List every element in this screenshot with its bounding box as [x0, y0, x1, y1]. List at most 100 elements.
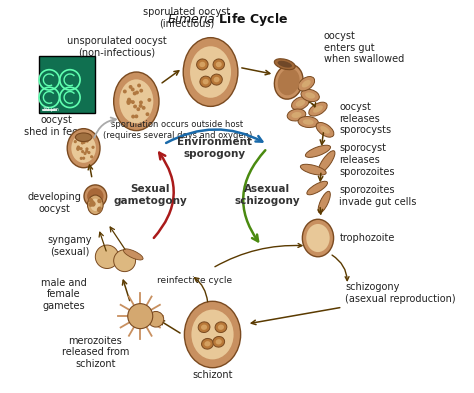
Circle shape	[98, 208, 100, 211]
Text: reinfective cycle: reinfective cycle	[157, 277, 232, 285]
Circle shape	[81, 158, 82, 159]
Ellipse shape	[218, 325, 224, 330]
Ellipse shape	[203, 79, 209, 84]
Circle shape	[74, 141, 76, 143]
Circle shape	[86, 148, 88, 150]
Circle shape	[89, 203, 92, 206]
Text: oocyst
enters gut
when swallowed: oocyst enters gut when swallowed	[324, 31, 404, 64]
Circle shape	[127, 100, 129, 103]
Circle shape	[91, 201, 94, 204]
Ellipse shape	[305, 145, 330, 157]
Text: sporulation occurs outside host
(requires several days and oxygen): sporulation occurs outside host (require…	[103, 120, 252, 140]
Text: Sexual
gametogony: Sexual gametogony	[113, 184, 187, 206]
Circle shape	[140, 89, 143, 92]
Ellipse shape	[67, 129, 100, 168]
Circle shape	[82, 142, 83, 144]
Ellipse shape	[309, 102, 327, 116]
Ellipse shape	[211, 74, 222, 85]
Ellipse shape	[302, 219, 334, 257]
Ellipse shape	[183, 38, 238, 107]
Ellipse shape	[213, 59, 225, 70]
Circle shape	[139, 105, 142, 107]
Ellipse shape	[190, 46, 231, 98]
Circle shape	[148, 312, 164, 327]
Circle shape	[91, 156, 92, 158]
Text: 30 μm: 30 μm	[43, 107, 59, 112]
Ellipse shape	[216, 339, 222, 345]
Ellipse shape	[215, 322, 227, 332]
Ellipse shape	[318, 151, 335, 173]
Circle shape	[77, 147, 79, 149]
Text: developing
oocyst: developing oocyst	[27, 192, 81, 214]
Ellipse shape	[307, 181, 328, 195]
Circle shape	[84, 152, 86, 154]
Ellipse shape	[278, 68, 300, 95]
Text: schizogony
(asexual reproduction): schizogony (asexual reproduction)	[346, 282, 456, 303]
Circle shape	[128, 98, 130, 101]
Circle shape	[114, 250, 136, 272]
Ellipse shape	[316, 123, 334, 137]
Ellipse shape	[91, 198, 100, 211]
Circle shape	[132, 101, 134, 103]
Text: $\it{Eimeria}$ Life Cycle: $\it{Eimeria}$ Life Cycle	[167, 11, 289, 28]
Circle shape	[140, 101, 142, 104]
Ellipse shape	[214, 77, 219, 83]
Circle shape	[83, 141, 85, 143]
Circle shape	[98, 199, 101, 202]
Ellipse shape	[306, 224, 330, 252]
Circle shape	[137, 108, 139, 110]
Circle shape	[135, 115, 137, 118]
Text: syngamy
(sexual): syngamy (sexual)	[48, 235, 92, 257]
Text: Asexual
schizogony: Asexual schizogony	[234, 184, 300, 206]
Ellipse shape	[114, 72, 159, 130]
Ellipse shape	[320, 126, 330, 134]
Ellipse shape	[200, 62, 205, 67]
Text: male and
female
gametes: male and female gametes	[41, 278, 87, 311]
Ellipse shape	[204, 341, 210, 347]
Circle shape	[88, 152, 90, 153]
Ellipse shape	[191, 310, 234, 359]
Circle shape	[91, 203, 95, 206]
Circle shape	[129, 86, 132, 88]
Circle shape	[92, 202, 95, 205]
Ellipse shape	[274, 59, 295, 70]
Ellipse shape	[87, 188, 103, 204]
Circle shape	[148, 99, 151, 101]
Ellipse shape	[71, 134, 96, 163]
Circle shape	[129, 100, 131, 103]
Circle shape	[82, 151, 83, 152]
Ellipse shape	[292, 112, 301, 118]
Circle shape	[95, 245, 119, 268]
Ellipse shape	[278, 61, 292, 68]
Ellipse shape	[302, 80, 311, 88]
Circle shape	[80, 148, 82, 150]
Text: sporozoites
invade gut cells: sporozoites invade gut cells	[339, 185, 417, 207]
Ellipse shape	[303, 119, 314, 125]
Ellipse shape	[298, 116, 319, 128]
Ellipse shape	[274, 64, 303, 99]
Ellipse shape	[198, 322, 210, 332]
Ellipse shape	[305, 92, 315, 99]
Circle shape	[131, 88, 134, 91]
Circle shape	[89, 199, 92, 202]
Ellipse shape	[216, 62, 222, 67]
Ellipse shape	[292, 97, 309, 110]
Ellipse shape	[298, 77, 315, 91]
Text: oocyst
shed in feces: oocyst shed in feces	[24, 115, 89, 137]
Circle shape	[83, 157, 84, 159]
Text: oocyst
releases
sporocysts: oocyst releases sporocysts	[339, 102, 392, 136]
Ellipse shape	[123, 249, 143, 260]
Text: sporulated oocyst
(infectious): sporulated oocyst (infectious)	[144, 7, 231, 28]
Circle shape	[77, 149, 79, 150]
Ellipse shape	[313, 105, 323, 113]
Ellipse shape	[318, 191, 330, 213]
Ellipse shape	[75, 133, 92, 141]
Ellipse shape	[213, 336, 225, 347]
Ellipse shape	[119, 79, 153, 123]
Circle shape	[128, 304, 153, 329]
Ellipse shape	[88, 195, 103, 215]
Ellipse shape	[197, 59, 208, 70]
Circle shape	[134, 105, 137, 108]
Circle shape	[128, 102, 130, 104]
Circle shape	[132, 115, 134, 118]
